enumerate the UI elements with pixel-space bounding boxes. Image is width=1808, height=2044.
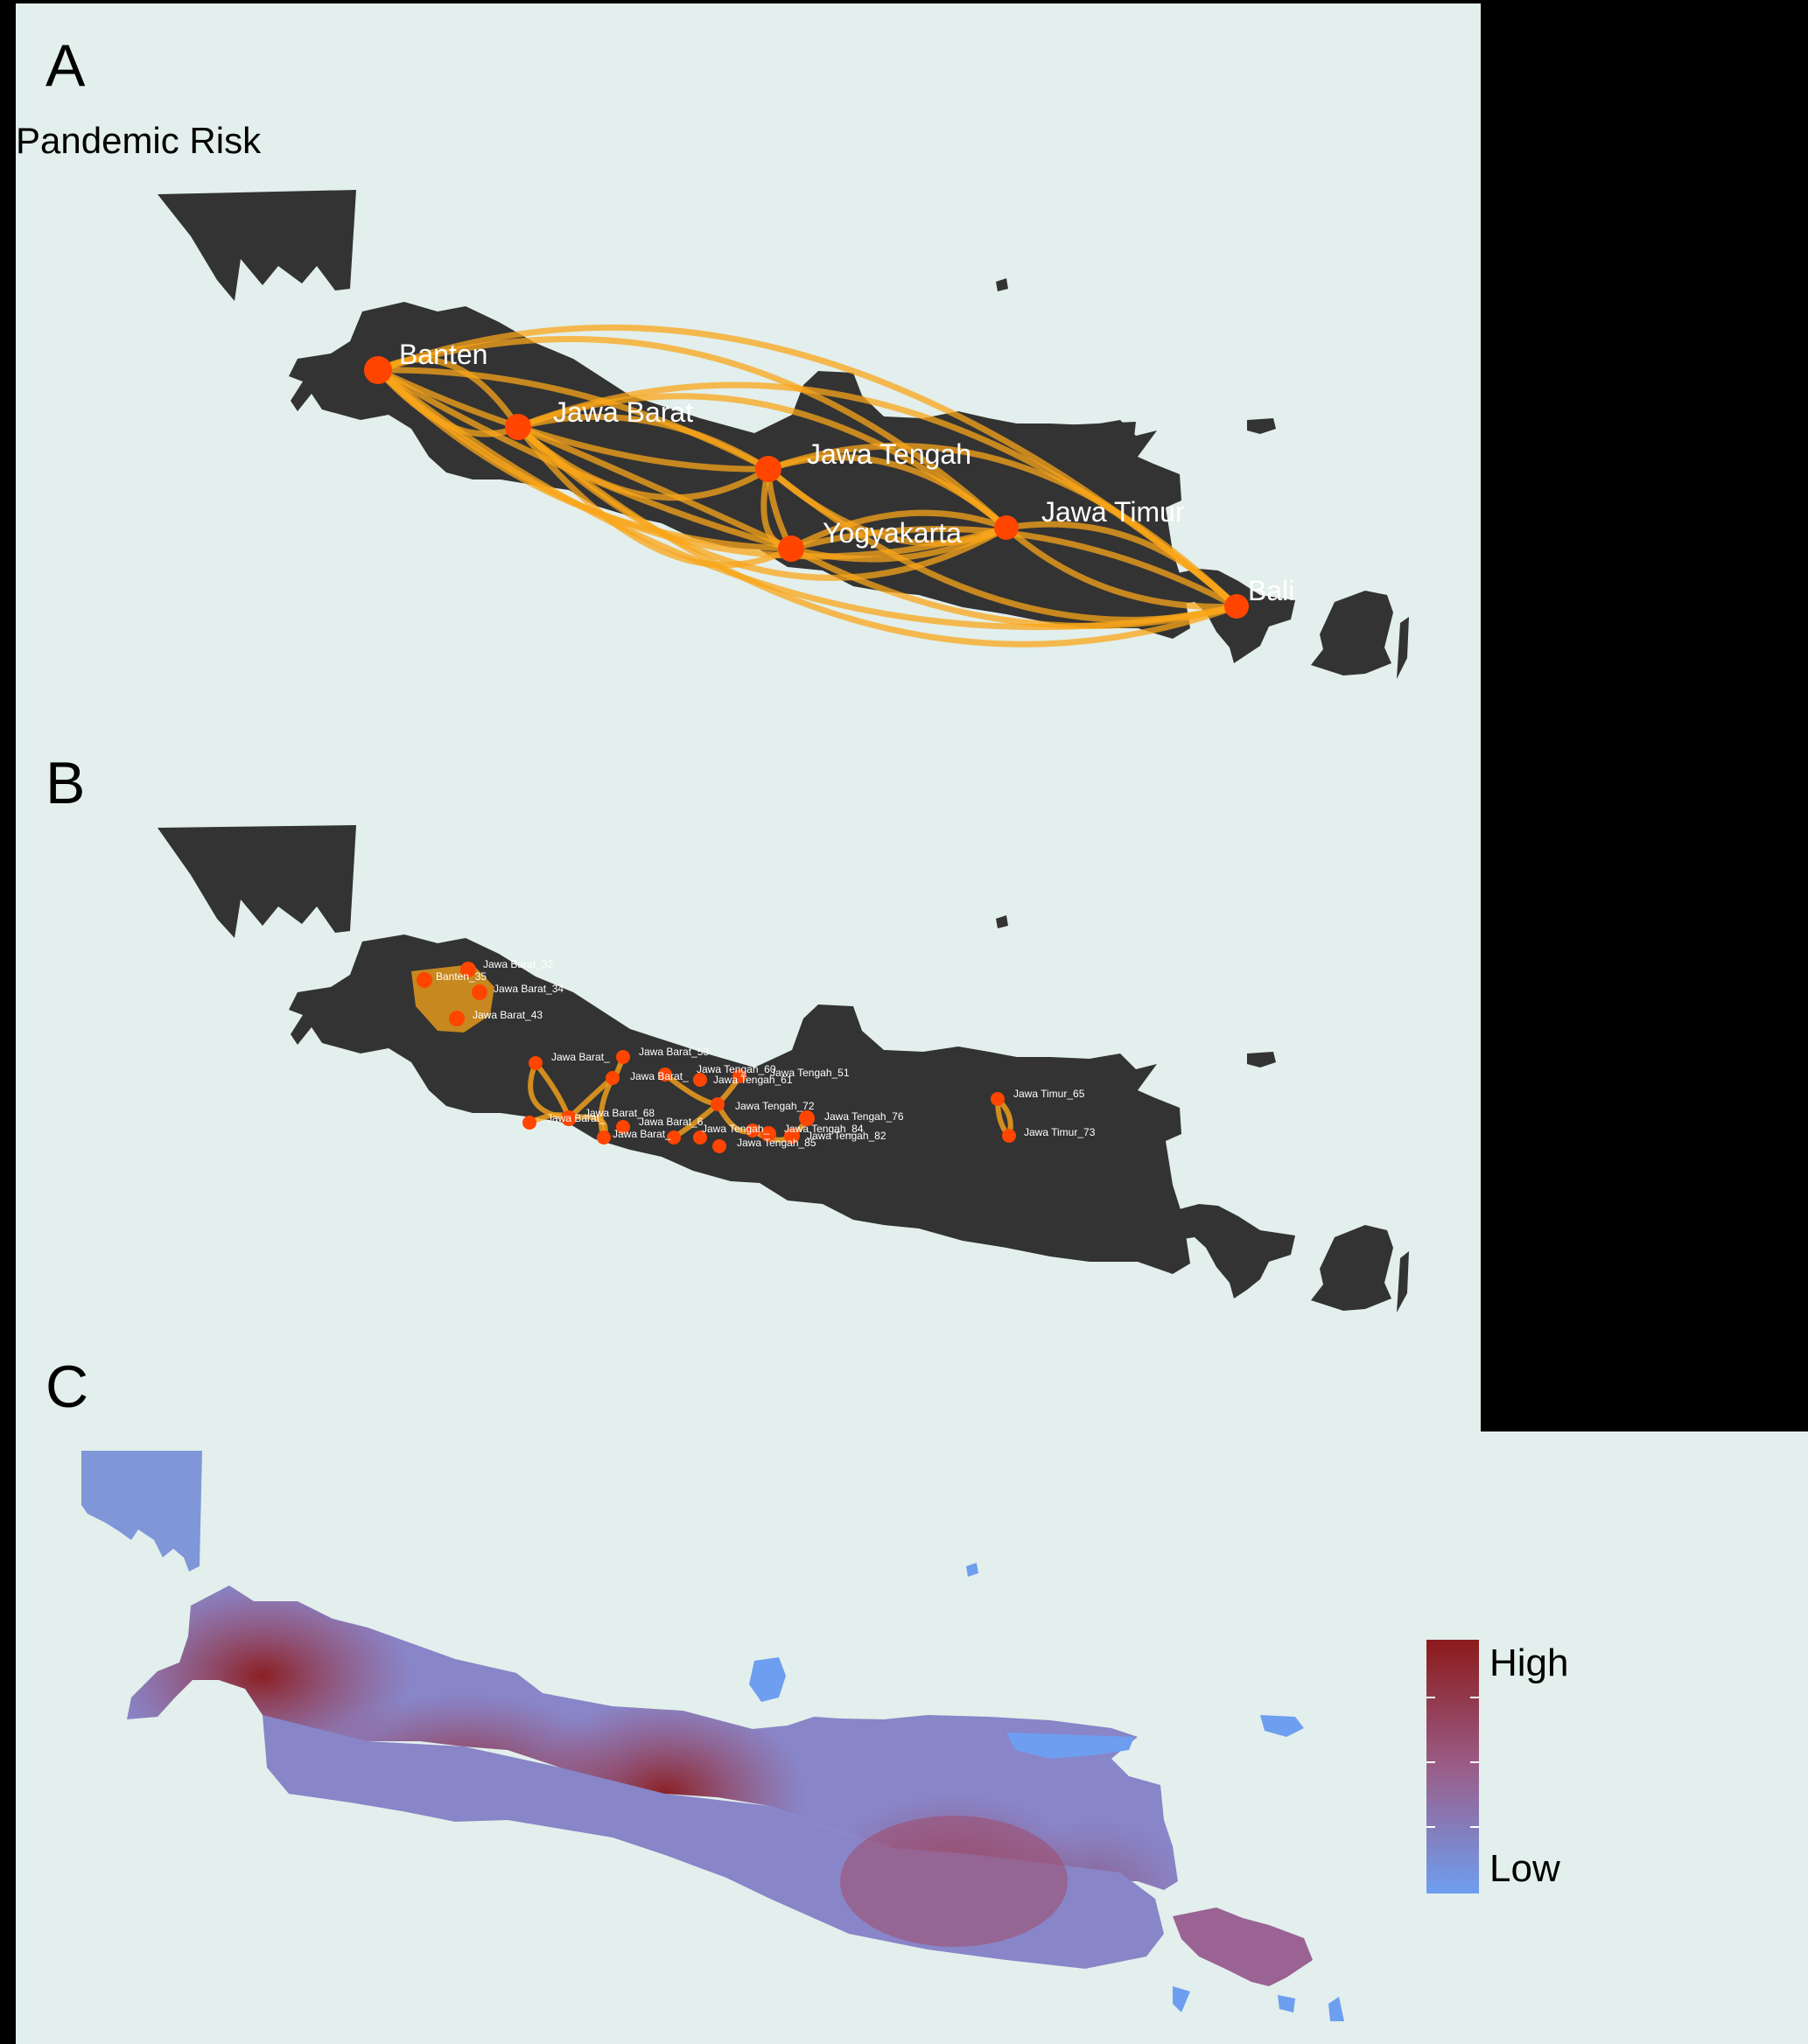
node-jawa-tengah: [755, 456, 781, 482]
legend-low-label: Low: [1489, 1847, 1560, 1890]
node-bali: [1224, 594, 1249, 619]
label-jb-a: Jawa Barat_: [551, 1051, 610, 1063]
label-jb68: Jawa Barat_68: [585, 1107, 655, 1119]
label-jt-a: Jawa Tengah_60: [697, 1063, 776, 1075]
label-jawa-tengah: Jawa Tengah: [807, 438, 971, 470]
network-map-provinces: Banten Jawa Barat Jawa Tengah Yogyakarta…: [158, 190, 1409, 679]
bali-heat: [1173, 1908, 1313, 1986]
label-jt72: Jawa Tengah_72: [735, 1100, 815, 1112]
madura-heat: [1006, 1732, 1134, 1759]
label-jt-g: Jawa Tengah_: [702, 1123, 770, 1135]
madura-island: [1020, 422, 1136, 457]
panel-a-title: Pandemic Risk: [16, 120, 262, 161]
node-jawa-barat: [505, 414, 531, 440]
node-jb43: [449, 1011, 465, 1026]
label-jt76: Jawa Tengah_76: [824, 1110, 904, 1123]
panel-a: A Pandemic Risk: [16, 4, 1481, 819]
label-jb34: Jawa Barat_34: [494, 983, 564, 995]
label-jb-f: Jawa Barat_: [613, 1128, 671, 1140]
sumatra-tip-heat: [81, 1451, 202, 1572]
panel-c: C: [16, 1354, 1808, 2044]
land-masses-b: [158, 825, 1409, 1312]
regency-clusters: Banten_35 Jawa Barat_32 Jawa Barat_34 Ja…: [411, 958, 1096, 1153]
legend-high-label: High: [1489, 1642, 1569, 1684]
node-yogyakarta: [778, 536, 804, 562]
label-jt84: Jawa Tengah_84: [784, 1123, 864, 1135]
node-jb34: [472, 984, 487, 1000]
label-jb-e: Jawa Barat_6: [639, 1116, 704, 1128]
sumbawa-edge: [1397, 617, 1409, 679]
label-jawa-timur: Jawa Timur: [1041, 496, 1185, 528]
label-jb-d: Jawa Barat_: [547, 1112, 606, 1124]
heatmap-layers: [81, 1451, 1344, 2021]
label-jt82: Jawa Tengah_82: [807, 1130, 886, 1142]
label-yogyakarta: Yogyakarta: [823, 517, 962, 549]
node-banten: [364, 356, 392, 384]
north-small-island-heat: [749, 1657, 786, 1702]
panel-a-letter: A: [46, 32, 86, 99]
label-jt-b: Jawa Tengah_61: [713, 1074, 793, 1086]
legend: [1426, 1640, 1479, 1894]
label-jt51: Jawa Tengah_51: [770, 1067, 850, 1079]
label-jt85: Jawa Tengah_85: [737, 1137, 816, 1149]
node-jb32: [460, 962, 476, 977]
small-island-east: [1247, 418, 1276, 434]
network-map-regencies: Banten_35 Jawa Barat_32 Jawa Barat_34 Ja…: [158, 825, 1409, 1312]
label-jb32: Jawa Barat_32: [483, 958, 553, 970]
panel-b-letter: B: [46, 750, 86, 816]
node-b35: [417, 972, 432, 988]
risk-heatmap: [81, 1451, 1479, 2021]
panel-c-letter: C: [46, 1354, 89, 1420]
network-edges: [375, 325, 1239, 648]
label-jb43: Jawa Barat_43: [473, 1009, 543, 1021]
legend-colorbar: [1426, 1640, 1479, 1894]
small-island-north: [996, 278, 1008, 291]
network-nodes: Banten Jawa Barat Jawa Tengah Yogyakarta…: [364, 339, 1294, 619]
label-jtm65: Jawa Timur_65: [1013, 1088, 1085, 1100]
label-bali: Bali: [1248, 575, 1294, 606]
label-jawa-barat: Jawa Barat: [553, 396, 693, 428]
label-banten: Banten: [399, 339, 487, 370]
sumatra-tip: [158, 190, 356, 301]
label-jb-b: Jawa Barat_53: [639, 1046, 709, 1058]
label-jtm73: Jawa Timur_73: [1024, 1126, 1096, 1138]
label-b35: Banten_35: [436, 970, 487, 983]
panel-b: B: [16, 750, 1481, 1432]
label-jb-c: Jawa Barat_: [630, 1070, 689, 1082]
lombok-island: [1311, 591, 1393, 676]
node-jawa-timur: [994, 515, 1019, 540]
